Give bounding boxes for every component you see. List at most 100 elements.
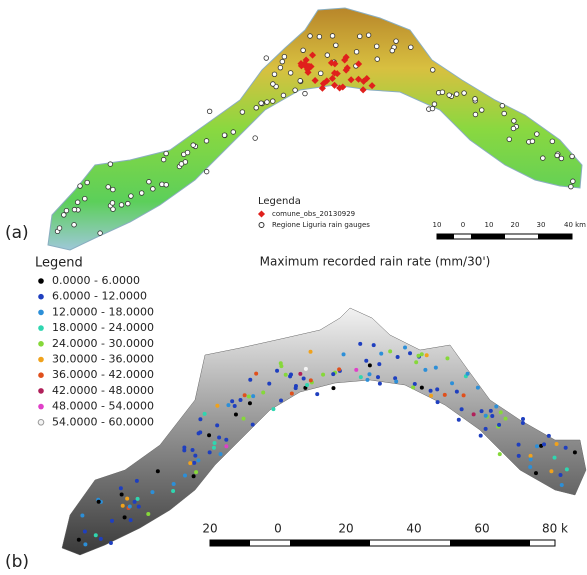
rain-station — [542, 442, 546, 446]
rain-gauge — [164, 183, 169, 188]
rain-gauge — [301, 48, 306, 53]
rain-station — [479, 434, 483, 438]
rain-station — [109, 541, 113, 545]
rain-station — [466, 372, 470, 376]
rain-station — [484, 427, 488, 431]
rain-gauge — [408, 45, 413, 50]
rain-gauge — [75, 200, 80, 205]
rain-station — [367, 372, 371, 376]
rain-station — [529, 457, 533, 461]
rain-gauge — [303, 91, 308, 96]
rain-station — [110, 519, 114, 523]
rain-gauge — [164, 151, 169, 156]
rain-station — [125, 497, 129, 501]
rain-station — [425, 353, 429, 357]
rain-station — [171, 489, 175, 493]
rain-station — [94, 533, 98, 537]
rain-station — [497, 423, 501, 427]
rain-station — [123, 515, 127, 519]
rain-gauge — [106, 185, 111, 190]
rain-gauge — [264, 56, 269, 61]
legend-marker — [258, 210, 265, 217]
rain-gauge — [432, 102, 437, 107]
rain-station — [499, 410, 503, 414]
scale-segment — [471, 234, 505, 239]
rain-station — [462, 393, 466, 397]
rain-station — [420, 386, 424, 390]
rain-station — [455, 390, 459, 394]
rain-gauge — [110, 201, 115, 206]
rain-station — [183, 474, 187, 478]
rain-station — [472, 412, 476, 416]
rain-gauge — [473, 97, 478, 102]
rain-gauge — [72, 222, 77, 227]
rain-gauge — [447, 93, 452, 98]
rain-station — [298, 372, 302, 376]
rain-station — [288, 374, 292, 378]
rain-gauge — [502, 111, 507, 116]
panel-label: (a) — [5, 223, 29, 243]
rain-gauge — [308, 34, 313, 39]
rain-station — [254, 372, 258, 376]
rain-station — [365, 378, 369, 382]
legend-label: 0.0000 - 6.0000 — [52, 274, 140, 287]
scale-label: 10 — [433, 221, 442, 229]
scale-label: 40 km — [564, 221, 586, 229]
rain-station — [484, 414, 488, 418]
rain-station — [233, 404, 237, 408]
rain-gauge — [559, 156, 564, 161]
rain-gauge — [357, 34, 362, 39]
rain-gauge — [271, 82, 276, 87]
rain-gauge — [272, 72, 277, 77]
rain-station — [480, 409, 484, 413]
rain-station — [248, 378, 252, 382]
rain-station — [358, 342, 362, 346]
legend-label: 30.0000 - 36.0000 — [52, 353, 154, 366]
rain-station — [192, 474, 196, 478]
scale-label: 10 — [485, 221, 494, 229]
rain-gauge — [473, 112, 478, 117]
rain-station — [490, 414, 494, 418]
rain-gauge — [570, 154, 575, 159]
rain-gauge — [151, 187, 156, 192]
legend-label: 6.0000 - 12.0000 — [52, 290, 147, 303]
legend-marker — [38, 294, 44, 300]
rain-gauge — [334, 43, 339, 48]
scale-label: 20 — [511, 221, 520, 229]
rain-station — [213, 441, 217, 445]
rain-station — [565, 467, 569, 471]
rain-station — [247, 394, 251, 398]
rain-station — [534, 471, 538, 475]
rain-station — [302, 376, 306, 380]
rain-gauge — [288, 71, 293, 76]
rain-gauge — [78, 184, 83, 189]
rain-station — [197, 431, 201, 435]
rain-station — [196, 458, 200, 462]
scale-bar — [437, 234, 572, 239]
rain-gauge — [298, 78, 303, 83]
scale-segment — [450, 540, 530, 546]
rain-station — [192, 461, 196, 465]
rain-station — [457, 418, 461, 422]
rain-station — [372, 343, 376, 347]
rain-gauge — [454, 92, 459, 97]
rain-station — [215, 404, 219, 408]
rain-station — [208, 450, 212, 454]
rain-gauge — [139, 191, 144, 196]
rain-station — [460, 407, 464, 411]
rain-station — [528, 465, 532, 469]
rain-station — [234, 413, 238, 417]
rain-gauge — [281, 93, 286, 98]
rain-gauge — [108, 162, 113, 167]
rain-gauge — [430, 68, 435, 73]
rain-station — [198, 417, 202, 421]
rain-station — [194, 470, 198, 474]
rain-gauge — [179, 162, 184, 167]
rain-station — [243, 393, 247, 397]
rain-station — [436, 400, 440, 404]
rain-gauge — [511, 126, 516, 131]
rain-station — [136, 497, 140, 501]
legend-marker — [259, 223, 264, 228]
legend-label: comune_obs_20130929 — [272, 210, 355, 218]
rain-station — [83, 542, 87, 546]
